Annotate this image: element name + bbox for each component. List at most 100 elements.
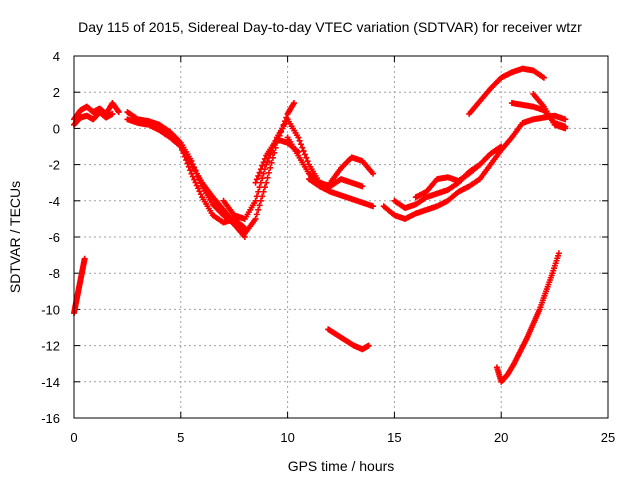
data-point [304,158,311,165]
data-point [197,180,204,187]
series-arc-10 [305,176,377,210]
data-point [252,215,259,222]
data-point [241,224,248,231]
data-point [188,157,195,164]
series-arc-2 [71,109,116,128]
y-tick-label: -8 [48,266,60,281]
plot-frame [73,55,609,419]
data-point [187,167,194,174]
data-point [370,203,377,210]
x-tick-label: 10 [280,430,294,445]
data-point [259,193,266,200]
y-tick-label: -12 [41,339,60,354]
data-point [265,169,272,176]
y-axis-label: SDTVAR / TECUs [7,181,23,293]
y-tick-label: -4 [48,194,60,209]
data-point [263,179,270,186]
data-point [257,179,264,186]
data-point [252,179,259,186]
series-arc-17 [71,255,88,317]
x-tick-label: 20 [494,430,508,445]
series-arc-12 [391,143,505,212]
data-point [192,167,199,174]
data-point [267,164,274,171]
data-point [81,255,88,262]
y-tick-label: 4 [53,49,60,64]
x-tick-label: 5 [177,430,184,445]
series-arc-5 [177,143,248,231]
series-arc-13 [412,161,483,201]
data-point [540,74,547,81]
data-point [370,170,377,177]
data-point [109,110,116,117]
data-point [476,161,483,168]
data-point [256,184,263,191]
y-tick-label: 0 [53,121,60,136]
data-point [253,211,260,218]
data-point [181,153,188,160]
data-point [299,144,306,151]
series-arc-19 [493,250,562,385]
data-point [177,143,184,150]
data-point [301,151,308,158]
data-point [300,148,307,155]
data-point [179,146,186,153]
data-point [253,176,260,183]
data-point [260,170,267,177]
series-arc-18 [325,326,372,353]
data-point [193,170,200,177]
data-point [359,183,366,190]
series-arc-8 [284,134,366,190]
data-point [297,141,304,148]
data-points [71,65,569,385]
y-tick-label: -16 [41,411,60,426]
data-point [184,160,191,167]
data-point [498,143,505,150]
x-axis-label: GPS time / hours [288,458,395,474]
series-arc-6 [220,116,334,222]
data-point [255,206,262,213]
data-point [268,159,275,166]
chart-title: Day 115 of 2015, Sidereal Day-to-day VTE… [78,19,582,35]
data-point [562,116,569,123]
data-point [189,161,196,168]
data-point [191,164,198,171]
data-point [259,175,266,182]
data-point [255,188,262,195]
data-point [260,188,267,195]
data-point [252,197,259,204]
data-point [253,193,260,200]
y-tick-label: -14 [41,375,60,390]
data-point [195,173,202,180]
data-point [260,159,267,166]
tick-labels: 0 5 10 15 20 25 -16 -14 -12 -10 -8 -6 -4 -2 0 2 4 [41,49,615,445]
data-point [555,250,562,257]
data-point [256,202,263,209]
y-tick-label: -2 [48,158,60,173]
y-tick-label: -6 [48,230,60,245]
data-point [185,163,192,170]
data-point [115,107,122,114]
data-point [261,155,268,162]
data-point [256,169,263,176]
data-point [261,184,268,191]
data-point [562,125,569,132]
y-tick-label: -10 [41,302,60,317]
data-point [180,150,187,157]
data-point [257,197,264,204]
data-point [291,100,298,107]
x-tick-label: 0 [70,430,77,445]
data-point [196,176,203,183]
data-point [365,342,372,349]
series-arc-16 [530,91,569,132]
data-point [303,154,310,161]
series-arc-9 [327,154,377,186]
data-point [259,162,266,169]
x-tick-label: 25 [601,430,615,445]
y-tick-label: 2 [53,85,60,100]
grid [73,55,609,419]
data-point [257,166,264,173]
data-point [295,134,302,141]
data-point [115,109,122,116]
